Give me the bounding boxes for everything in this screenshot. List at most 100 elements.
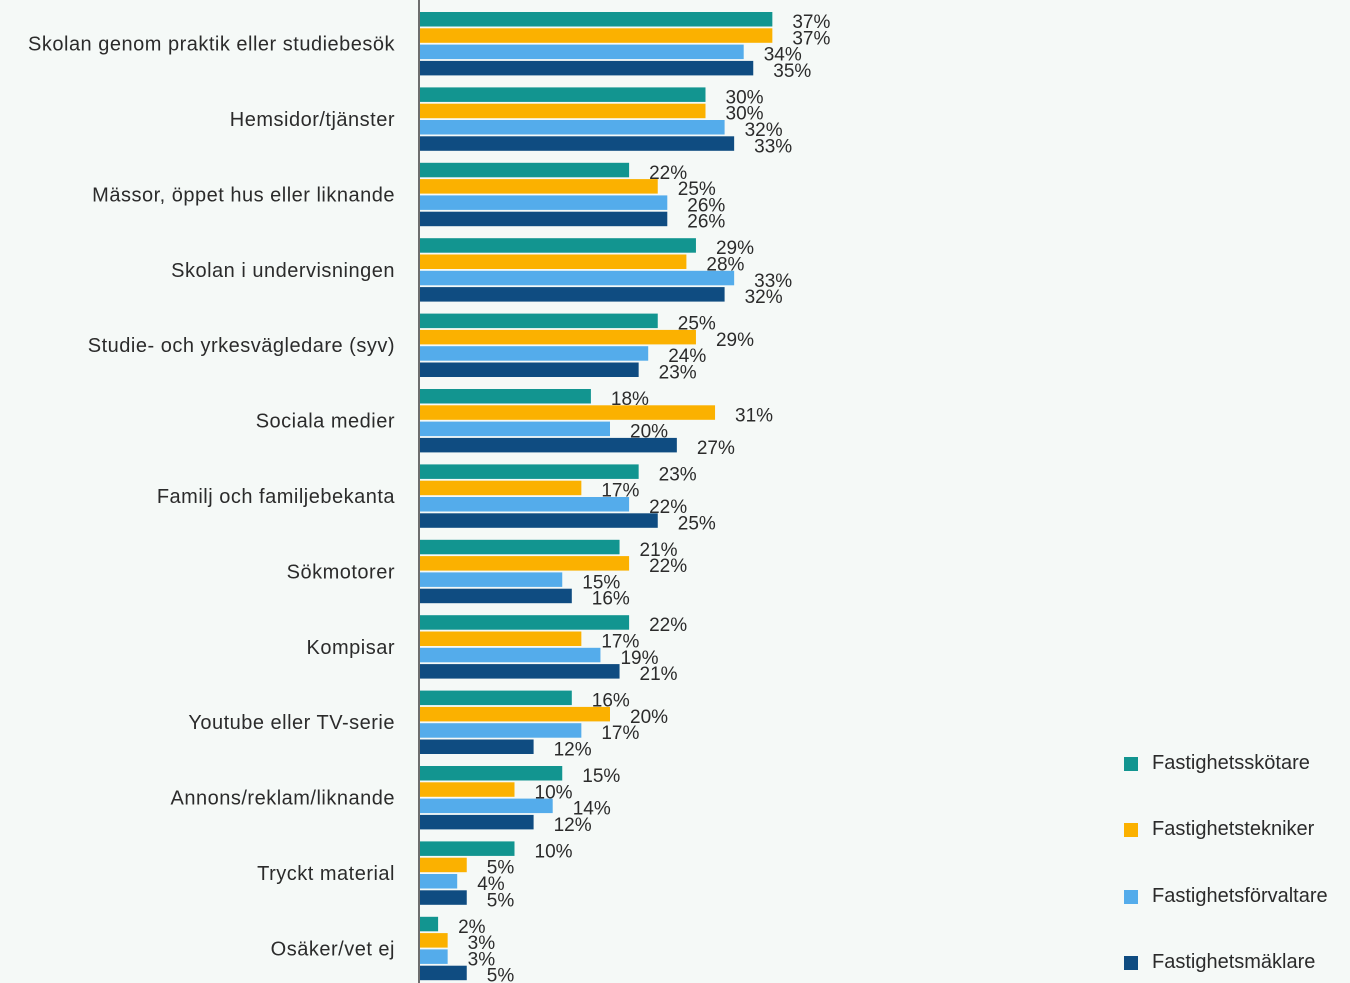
data-label: 22% bbox=[649, 163, 687, 184]
bar bbox=[419, 362, 639, 377]
data-label: 22% bbox=[649, 556, 687, 577]
data-label: 14% bbox=[573, 799, 611, 820]
data-label: 5% bbox=[487, 858, 515, 879]
data-label: 29% bbox=[716, 330, 754, 351]
bar bbox=[419, 44, 744, 60]
bar bbox=[419, 798, 553, 814]
data-label: 33% bbox=[754, 271, 792, 292]
data-label: 23% bbox=[659, 464, 697, 485]
data-label: 18% bbox=[611, 389, 649, 410]
bar bbox=[419, 464, 639, 479]
category-label: Annons/reklam/liknande bbox=[171, 788, 395, 810]
category-label: Sökmotorer bbox=[287, 561, 395, 583]
data-label: 25% bbox=[678, 314, 716, 335]
data-label: 30% bbox=[726, 87, 764, 108]
data-label: 37% bbox=[792, 12, 830, 33]
data-label: 5% bbox=[487, 966, 515, 983]
legend-item-fastighetsskotare: Fastighetsskötare bbox=[1124, 752, 1310, 775]
legend-item-fastighetsmaklare: Fastighetsmäklare bbox=[1124, 951, 1315, 974]
data-label: 16% bbox=[592, 589, 630, 610]
bar bbox=[419, 572, 563, 587]
category-label: Skolan genom praktik eller studiebesök bbox=[28, 34, 395, 56]
bar bbox=[419, 179, 658, 194]
data-label: 20% bbox=[630, 707, 668, 728]
data-label: 19% bbox=[620, 648, 658, 669]
bar bbox=[419, 539, 620, 555]
data-label: 10% bbox=[535, 841, 573, 862]
bar bbox=[419, 556, 630, 571]
category-label: Familj och familjebekanta bbox=[157, 486, 396, 508]
data-label: 25% bbox=[678, 513, 716, 534]
bar bbox=[419, 874, 458, 889]
category-label: Hemsidor/tjänster bbox=[230, 109, 395, 131]
bar bbox=[419, 497, 630, 512]
bar bbox=[419, 841, 515, 856]
bar bbox=[419, 346, 649, 361]
legend-swatch-fastighetsskotare bbox=[1124, 756, 1138, 771]
category-label: Youtube eller TV-serie bbox=[188, 712, 395, 734]
bar bbox=[419, 647, 601, 663]
bar bbox=[419, 782, 515, 797]
data-label: 27% bbox=[697, 438, 735, 459]
legend-label: Fastighetsskötare bbox=[1152, 752, 1310, 774]
data-label: 37% bbox=[792, 28, 830, 49]
bar bbox=[419, 211, 668, 227]
bar bbox=[419, 270, 735, 286]
bar bbox=[419, 588, 572, 604]
bar bbox=[419, 254, 687, 269]
data-label: 15% bbox=[582, 766, 620, 787]
data-label: 21% bbox=[640, 540, 678, 561]
bar bbox=[419, 766, 563, 781]
category-label: Sociala medier bbox=[256, 411, 395, 433]
data-label: 21% bbox=[640, 664, 678, 685]
bar bbox=[419, 87, 706, 102]
data-label: 12% bbox=[554, 740, 592, 761]
bar bbox=[419, 933, 448, 948]
value-labels: 37%37%34%35%30%30%32%33%22%25%26%26%29%2… bbox=[458, 12, 830, 983]
data-label: 16% bbox=[592, 691, 630, 712]
legend-label: Fastighetstekniker bbox=[1152, 818, 1315, 840]
data-label: 28% bbox=[706, 255, 744, 276]
bars bbox=[419, 12, 773, 981]
category-label: Osäker/vet ej bbox=[271, 938, 395, 960]
bar bbox=[419, 949, 448, 964]
bar bbox=[419, 437, 677, 453]
bar bbox=[419, 814, 534, 830]
bar bbox=[419, 405, 716, 420]
data-label: 25% bbox=[678, 179, 716, 200]
data-label: 31% bbox=[735, 405, 773, 426]
data-label: 33% bbox=[754, 136, 792, 157]
data-label: 17% bbox=[601, 723, 639, 744]
data-label: 3% bbox=[468, 949, 496, 970]
bar bbox=[419, 60, 754, 76]
data-label: 5% bbox=[487, 890, 515, 911]
category-label: Skolan i undervisningen bbox=[171, 260, 395, 282]
category-label: Tryckt material bbox=[257, 863, 395, 885]
data-label: 32% bbox=[745, 120, 783, 141]
bar bbox=[419, 28, 773, 43]
data-label: 29% bbox=[716, 238, 754, 259]
legend-label: Fastighetsförvaltare bbox=[1152, 885, 1328, 907]
category-label: Kompisar bbox=[307, 637, 395, 659]
data-label: 26% bbox=[687, 195, 725, 216]
bar bbox=[419, 12, 773, 27]
bar bbox=[419, 421, 610, 437]
bar bbox=[419, 723, 582, 738]
bar bbox=[419, 890, 467, 905]
data-label: 10% bbox=[535, 782, 573, 803]
category-labels: Skolan genom praktik eller studiebesök He… bbox=[28, 34, 395, 961]
data-label: 26% bbox=[687, 212, 725, 233]
bar bbox=[419, 706, 610, 722]
bar bbox=[419, 313, 658, 329]
bar bbox=[419, 389, 591, 404]
legend-swatch-fastighetsmaklare bbox=[1124, 955, 1138, 970]
data-label: 4% bbox=[477, 874, 505, 895]
data-label: 35% bbox=[773, 61, 811, 82]
data-label: 34% bbox=[764, 45, 802, 66]
data-label: 23% bbox=[659, 363, 697, 384]
bar bbox=[419, 103, 706, 119]
category-label: Studie- och yrkesvägledare (syv) bbox=[88, 335, 395, 357]
legend-swatch-fastighetsforvaltare bbox=[1124, 889, 1138, 904]
data-label: 3% bbox=[468, 933, 496, 954]
